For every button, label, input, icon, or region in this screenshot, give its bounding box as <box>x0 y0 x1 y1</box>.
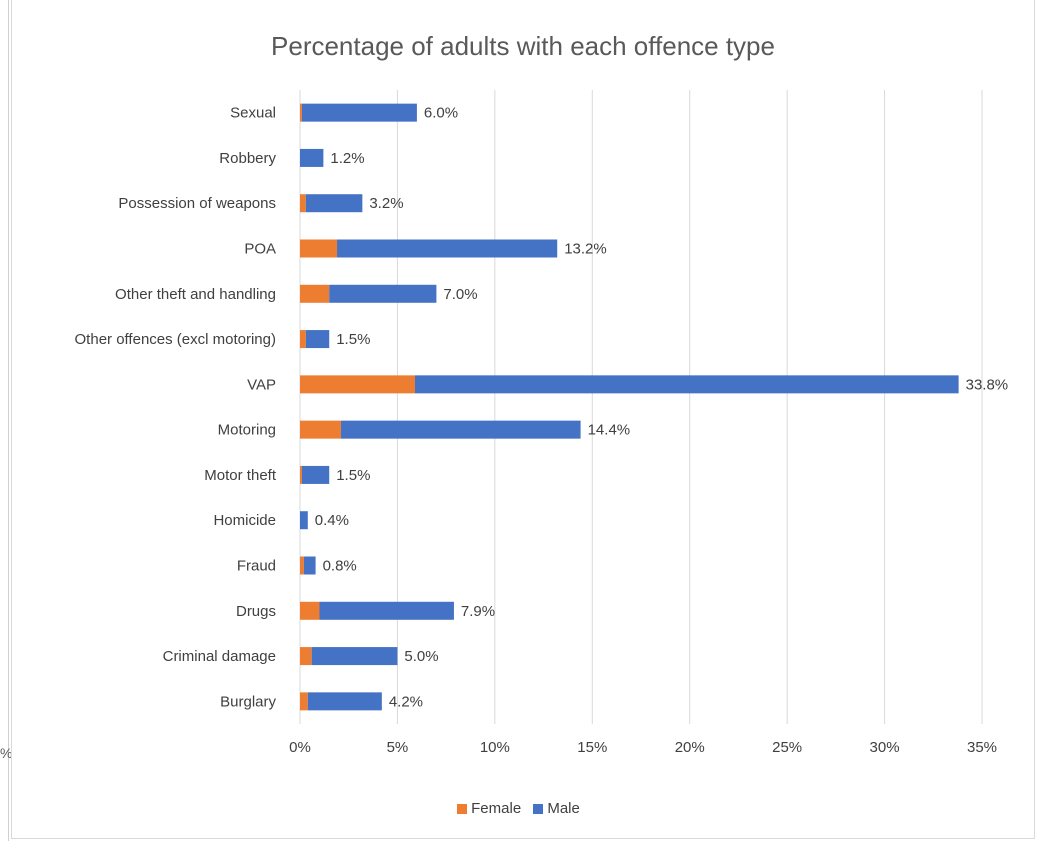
data-label: 5.0% <box>404 648 438 665</box>
bar-female <box>300 465 302 484</box>
legend-label-female: Female <box>471 800 522 817</box>
data-label: 4.2% <box>389 693 423 710</box>
data-label: 13.2% <box>564 241 607 258</box>
x-tick-label: 25% <box>772 739 802 756</box>
left-divider <box>8 0 9 841</box>
category-label: Motoring <box>218 422 276 439</box>
x-tick-label: 30% <box>870 739 900 756</box>
bar-male <box>311 647 398 666</box>
bar-female <box>300 375 415 394</box>
x-axis-ticks: 0% 5% 10% 15% 20% 25% 30% 35% <box>289 739 997 756</box>
bar-female <box>300 239 338 258</box>
bar-male <box>319 601 454 620</box>
category-labels: Sexual Robbery Possession of weapons POA Oth… <box>75 105 277 711</box>
legend: Female Male <box>0 800 1037 818</box>
data-label: 1.5% <box>336 331 370 348</box>
data-label: 14.4% <box>588 422 631 439</box>
bar-female <box>300 103 302 122</box>
data-label: 6.0% <box>424 105 458 122</box>
x-tick-label: 5% <box>387 739 409 756</box>
bar-male <box>307 692 382 711</box>
category-label: Other offences (excl motoring) <box>75 331 276 348</box>
category-label: VAP <box>247 376 276 393</box>
bar-male <box>305 330 330 349</box>
data-label: 33.8% <box>966 376 1009 393</box>
category-label: Fraud <box>237 558 276 575</box>
bar-male <box>329 284 437 303</box>
category-label: Burglary <box>220 693 276 710</box>
chart-frame <box>11 0 1035 839</box>
category-label: Motor theft <box>204 467 277 484</box>
x-tick-label: 35% <box>967 739 997 756</box>
data-label: 7.9% <box>461 603 495 620</box>
bar-male <box>300 148 324 167</box>
legend-swatch-female <box>457 803 468 814</box>
bar-female <box>300 420 341 439</box>
x-tick-label: 0% <box>289 739 311 756</box>
data-label: 1.5% <box>336 467 370 484</box>
bar-male <box>303 556 316 575</box>
gridlines <box>299 90 983 724</box>
legend-item-male: Male <box>533 800 580 817</box>
data-label: 0.4% <box>315 512 349 529</box>
legend-item-female: Female <box>457 800 521 817</box>
bar-male <box>340 420 581 439</box>
data-labels: 6.0% 1.2% 3.2% 13.2% 7.0% 1.5% 33.8% 14.4% 1.5% 0… <box>315 105 1008 711</box>
bar-female <box>300 601 320 620</box>
category-label: POA <box>244 241 276 258</box>
bar-male <box>301 103 417 122</box>
bar-male <box>414 375 959 394</box>
bar-male <box>337 239 558 258</box>
bar-male <box>300 511 308 530</box>
x-tick-label: 15% <box>577 739 607 756</box>
data-label: 1.2% <box>330 150 364 167</box>
bar-female <box>300 556 304 575</box>
bar-female <box>300 647 312 666</box>
category-label: Drugs <box>236 603 276 620</box>
data-label: 0.8% <box>323 558 357 575</box>
bar-male <box>305 194 363 213</box>
bar-male <box>301 465 330 484</box>
x-tick-label: 20% <box>675 739 705 756</box>
category-label: Sexual <box>230 105 276 122</box>
category-label: Criminal damage <box>163 648 276 665</box>
data-label: 7.0% <box>443 286 477 303</box>
bars <box>300 103 959 711</box>
bar-female <box>300 692 308 711</box>
legend-label-male: Male <box>547 800 580 817</box>
category-label: Other theft and handling <box>115 286 276 303</box>
bar-female <box>300 194 306 213</box>
chart-title: Percentage of adults with each offence t… <box>271 31 775 61</box>
legend-swatch-male <box>533 803 544 814</box>
data-label: 3.2% <box>369 195 403 212</box>
bar-female <box>300 284 330 303</box>
category-label: Possession of weapons <box>118 195 276 212</box>
clipped-axis-glyph: % <box>0 745 13 761</box>
bar-female <box>300 330 306 349</box>
category-label: Homicide <box>213 512 276 529</box>
category-label: Robbery <box>219 150 276 167</box>
x-tick-label: 10% <box>480 739 510 756</box>
